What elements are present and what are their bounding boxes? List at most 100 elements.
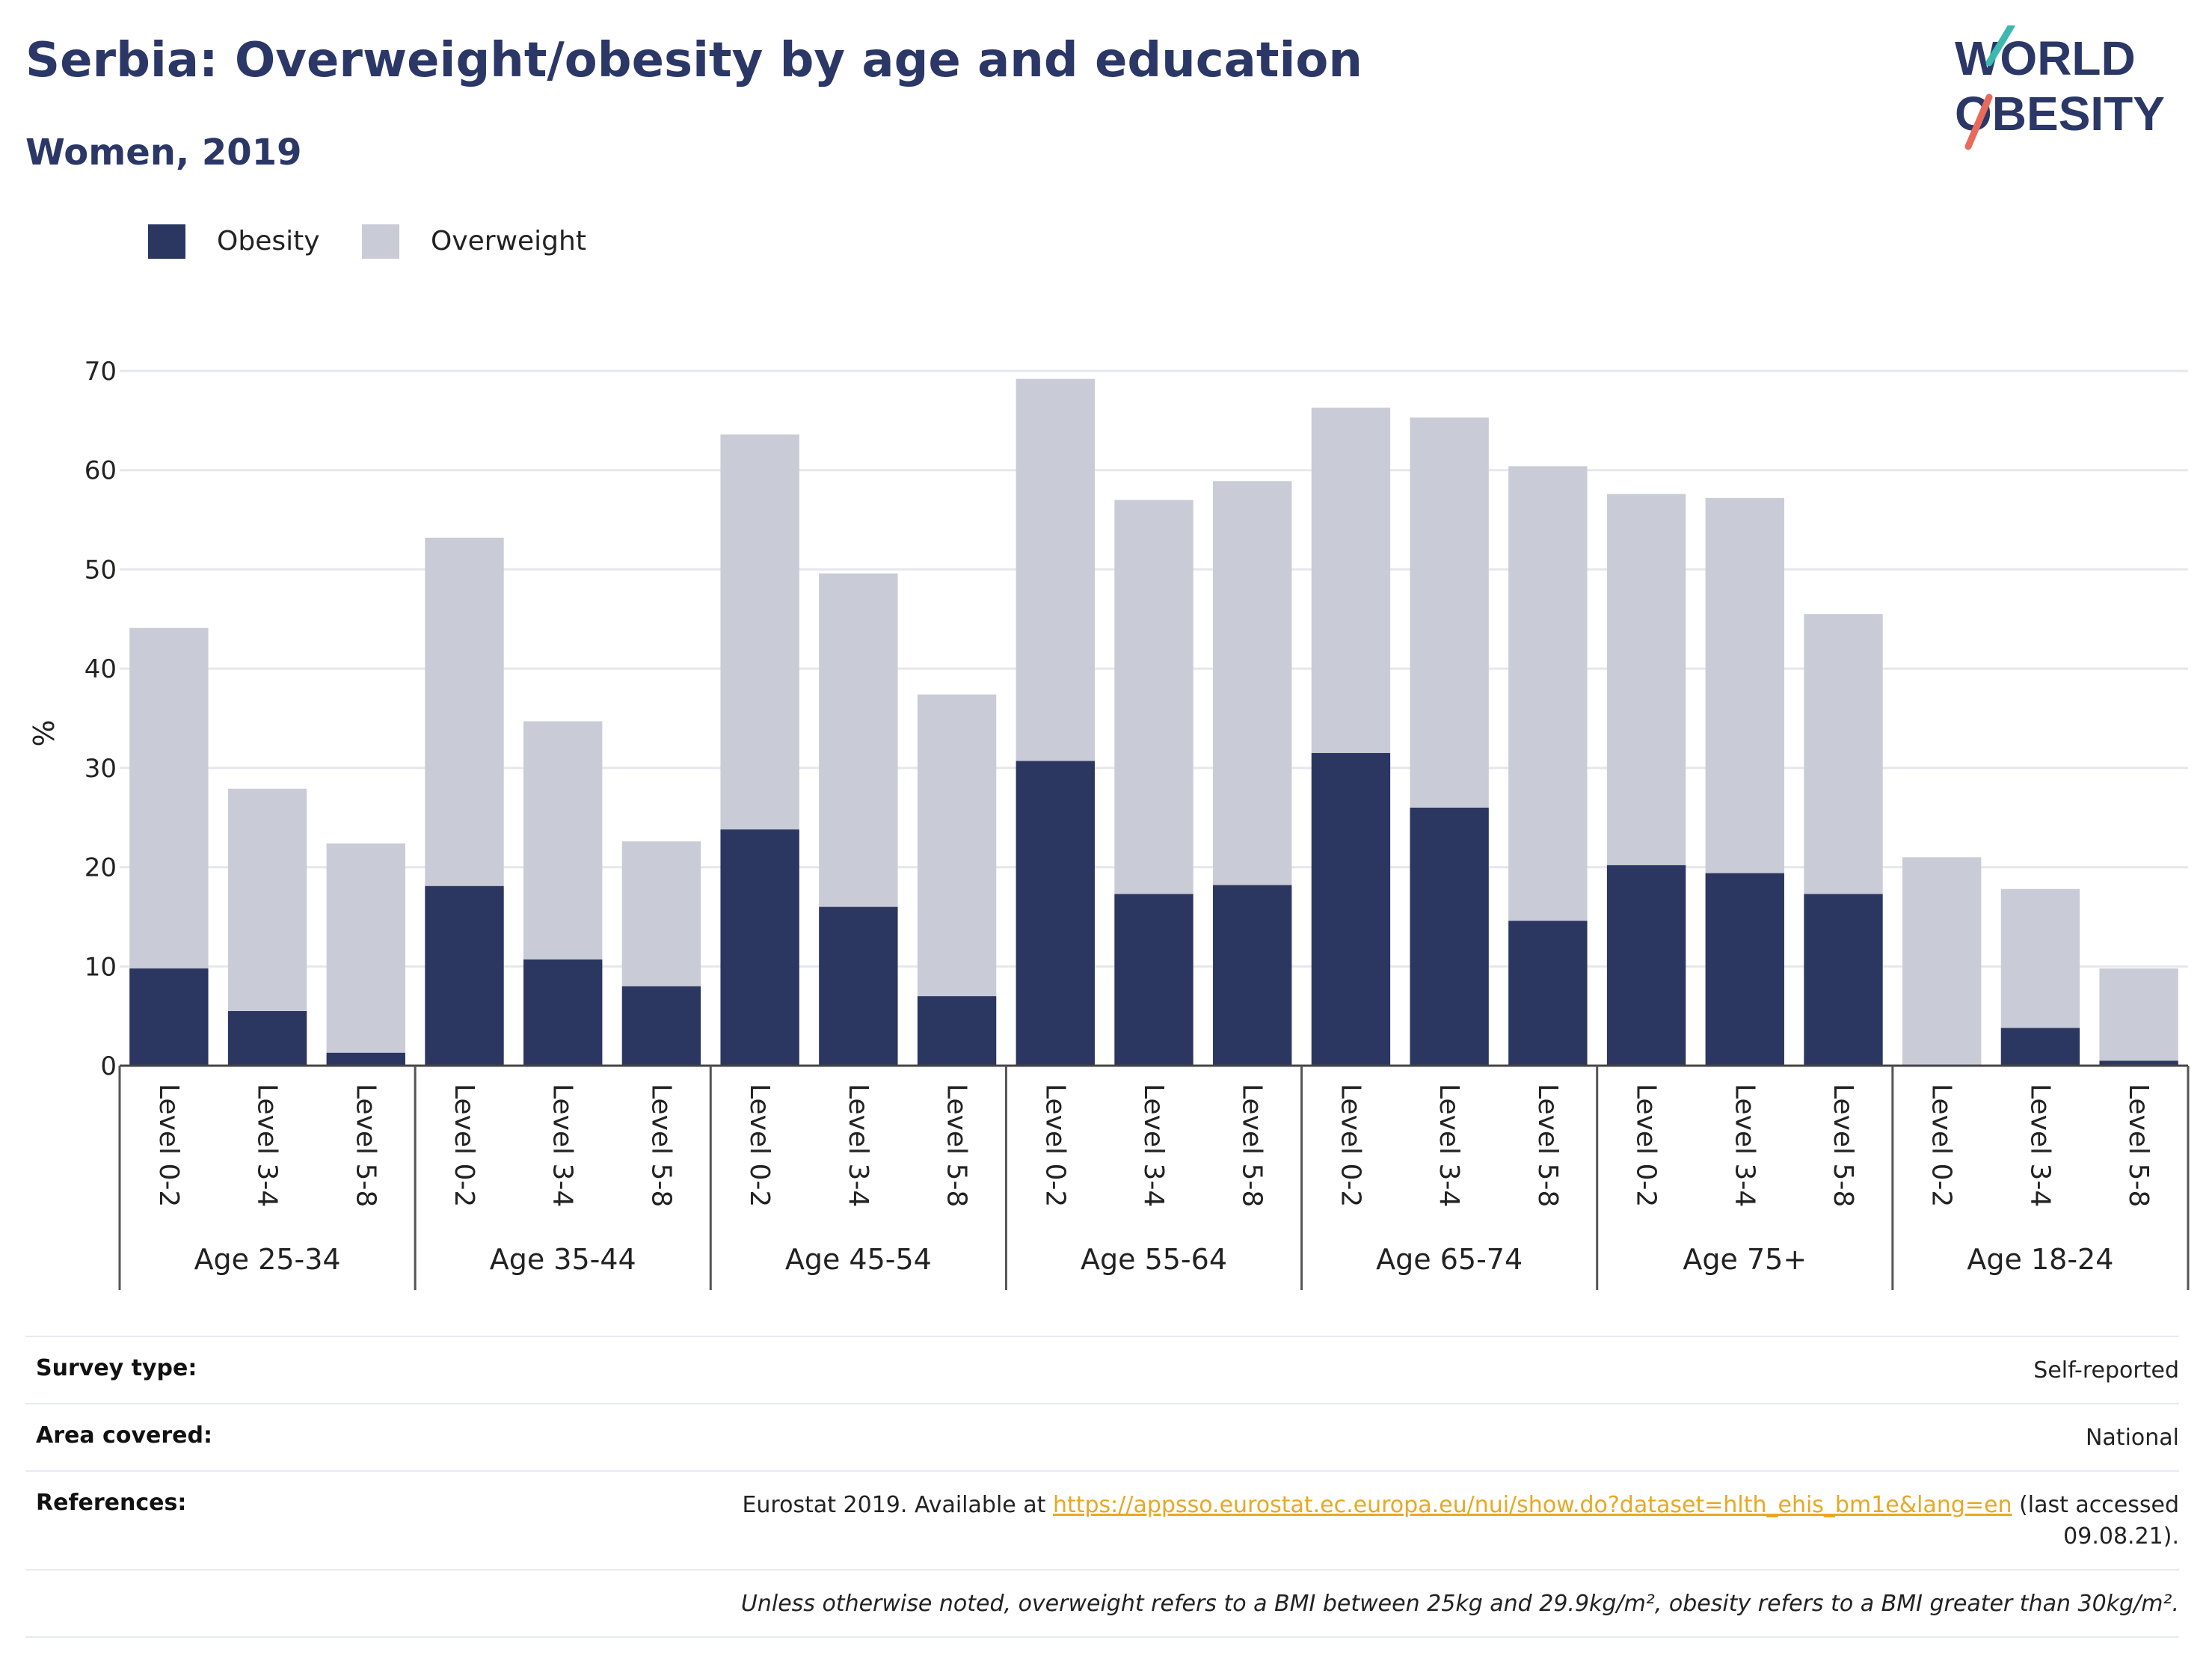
- area-covered-label: Area covered:: [36, 1422, 212, 1449]
- logo-coral-slash: [1964, 93, 1993, 150]
- bar-obesity: [129, 968, 209, 1066]
- reference-link[interactable]: https://appsso.eurostat.ec.europa.eu/nui…: [1052, 1492, 2012, 1518]
- x-category-label: Level 5-8: [1532, 1084, 1563, 1207]
- x-category-label: Level 0-2: [1926, 1084, 1957, 1207]
- x-group-label: Age 65-74: [1376, 1243, 1523, 1276]
- bar-overweight: [326, 843, 405, 1053]
- survey-type-label: Survey type:: [36, 1355, 197, 1381]
- x-category-label: Level 3-4: [2024, 1084, 2055, 1207]
- x-group-label: Age 18-24: [1967, 1243, 2113, 1276]
- x-group-label: Age 55-64: [1081, 1243, 1227, 1276]
- bar-overweight: [227, 788, 307, 1012]
- logo-line2: OBESITY: [1955, 87, 2165, 141]
- x-category-label: Level 0-2: [1039, 1084, 1070, 1207]
- bar-overweight: [720, 434, 799, 830]
- bar-obesity: [720, 829, 799, 1066]
- bar-overweight: [621, 841, 701, 986]
- reference-prefix: Eurostat 2019. Available at: [742, 1492, 1053, 1518]
- y-tick-label: 70: [85, 357, 117, 387]
- bar-obesity: [326, 1052, 405, 1066]
- bar-obesity: [1705, 873, 1784, 1066]
- y-tick-label: 10: [85, 952, 117, 982]
- info-row-references: References: Eurostat 2019. Available at …: [25, 1470, 2179, 1569]
- bar-overweight: [129, 627, 209, 968]
- y-tick-label: 60: [85, 456, 117, 486]
- x-group-label: Age 45-54: [785, 1243, 932, 1276]
- logo-line1: WORLD: [1955, 31, 2136, 85]
- x-category-label: Level 5-8: [941, 1084, 972, 1207]
- y-tick-label: 30: [85, 754, 117, 784]
- bar-obesity: [1508, 921, 1588, 1066]
- x-category-label: Level 0-2: [1335, 1084, 1365, 1207]
- x-category-label: Level 5-8: [645, 1084, 676, 1207]
- bar-overweight: [1213, 481, 1292, 885]
- bar-overweight: [819, 573, 898, 907]
- bar-obesity: [2000, 1028, 2080, 1066]
- x-category-label: Level 5-8: [1237, 1084, 1268, 1207]
- logo-teal-slash: [1985, 25, 2015, 67]
- chart-title: Serbia: Overweight/obesity by age and ed…: [25, 33, 1362, 88]
- bar-obesity: [819, 906, 898, 1066]
- bar-obesity: [227, 1011, 307, 1066]
- bar-overweight: [1804, 614, 1883, 894]
- info-table: Survey type: Self-reported Area covered:…: [25, 1336, 2179, 1638]
- bar-overweight: [1606, 494, 1686, 865]
- info-row-note: Unless otherwise noted, overweight refer…: [25, 1569, 2179, 1638]
- x-category-label: Level 0-2: [744, 1084, 775, 1207]
- bar-overweight: [1016, 378, 1095, 761]
- chart-subtitle: Women, 2019: [25, 132, 302, 174]
- legend-swatch-obesity: [148, 224, 185, 259]
- bar-obesity: [1606, 865, 1686, 1066]
- x-category-label: Level 0-2: [449, 1084, 479, 1207]
- references-label: References:: [36, 1490, 187, 1516]
- bar-obesity: [1804, 894, 1883, 1066]
- bar-obesity: [523, 959, 603, 1066]
- y-tick-label: 50: [85, 555, 117, 585]
- x-category-label: Level 5-8: [1828, 1084, 1858, 1207]
- bar-obesity: [1114, 894, 1193, 1066]
- bar-obesity: [2099, 1060, 2178, 1066]
- x-group-label: Age 35-44: [490, 1243, 636, 1276]
- bar-obesity: [1410, 807, 1489, 1066]
- bar-obesity: [917, 996, 997, 1066]
- bar-obesity: [621, 986, 701, 1066]
- info-row-area: Area covered: National: [25, 1403, 2179, 1470]
- x-category-label: Level 0-2: [1631, 1084, 1662, 1207]
- x-category-label: Level 5-8: [2123, 1084, 2154, 1207]
- bar-overweight: [523, 721, 603, 959]
- bar-overweight: [917, 694, 997, 997]
- x-category-label: Level 3-4: [547, 1084, 578, 1207]
- y-tick-label: 0: [100, 1051, 117, 1081]
- x-group-label: Age 25-34: [194, 1243, 341, 1276]
- legend-label-overweight: Overweight: [431, 226, 586, 257]
- bar-chart: 0 10 20 30 40 50 60 70% Level 0-2 Level 3-4 Level …: [28, 357, 2190, 1290]
- x-category-label: Level 3-4: [252, 1084, 283, 1207]
- bar-overweight: [425, 537, 504, 886]
- bar-overweight: [2099, 968, 2178, 1061]
- x-category-label: Level 5-8: [350, 1084, 381, 1207]
- bar-overweight: [1508, 466, 1588, 921]
- footnote: Unless otherwise noted, overweight refer…: [740, 1591, 2179, 1617]
- survey-type-value: Self-reported: [2033, 1357, 2179, 1384]
- bar-overweight: [1902, 857, 1982, 1066]
- x-category-label: Level 3-4: [1138, 1084, 1169, 1207]
- bar-overweight: [1114, 500, 1193, 894]
- y-tick-label: 20: [85, 853, 117, 883]
- info-row-survey: Survey type: Self-reported: [25, 1336, 2179, 1403]
- bar-overweight: [1705, 497, 1784, 873]
- references-value: Eurostat 2019. Available at https://apps…: [25, 1472, 2179, 1569]
- y-tick-label: 40: [85, 654, 117, 684]
- bar-overweight: [1311, 408, 1391, 753]
- x-group-label: Age 75+: [1683, 1243, 1807, 1276]
- reference-suffix: (last accessed: [2012, 1492, 2179, 1518]
- x-category-label: Level 0-2: [153, 1084, 184, 1207]
- x-category-label: Level 3-4: [1434, 1084, 1464, 1207]
- x-category-label: Level 3-4: [1729, 1084, 1760, 1207]
- reference-date: 09.08.21).: [2063, 1523, 2179, 1550]
- bar-obesity: [425, 885, 504, 1066]
- world-obesity-logo: WORLD OBESITY: [1955, 25, 2165, 150]
- bar-overweight: [2000, 888, 2080, 1028]
- area-covered-value: National: [2085, 1425, 2179, 1451]
- legend-label-obesity: Obesity: [217, 226, 320, 257]
- bar-overweight: [1410, 417, 1489, 808]
